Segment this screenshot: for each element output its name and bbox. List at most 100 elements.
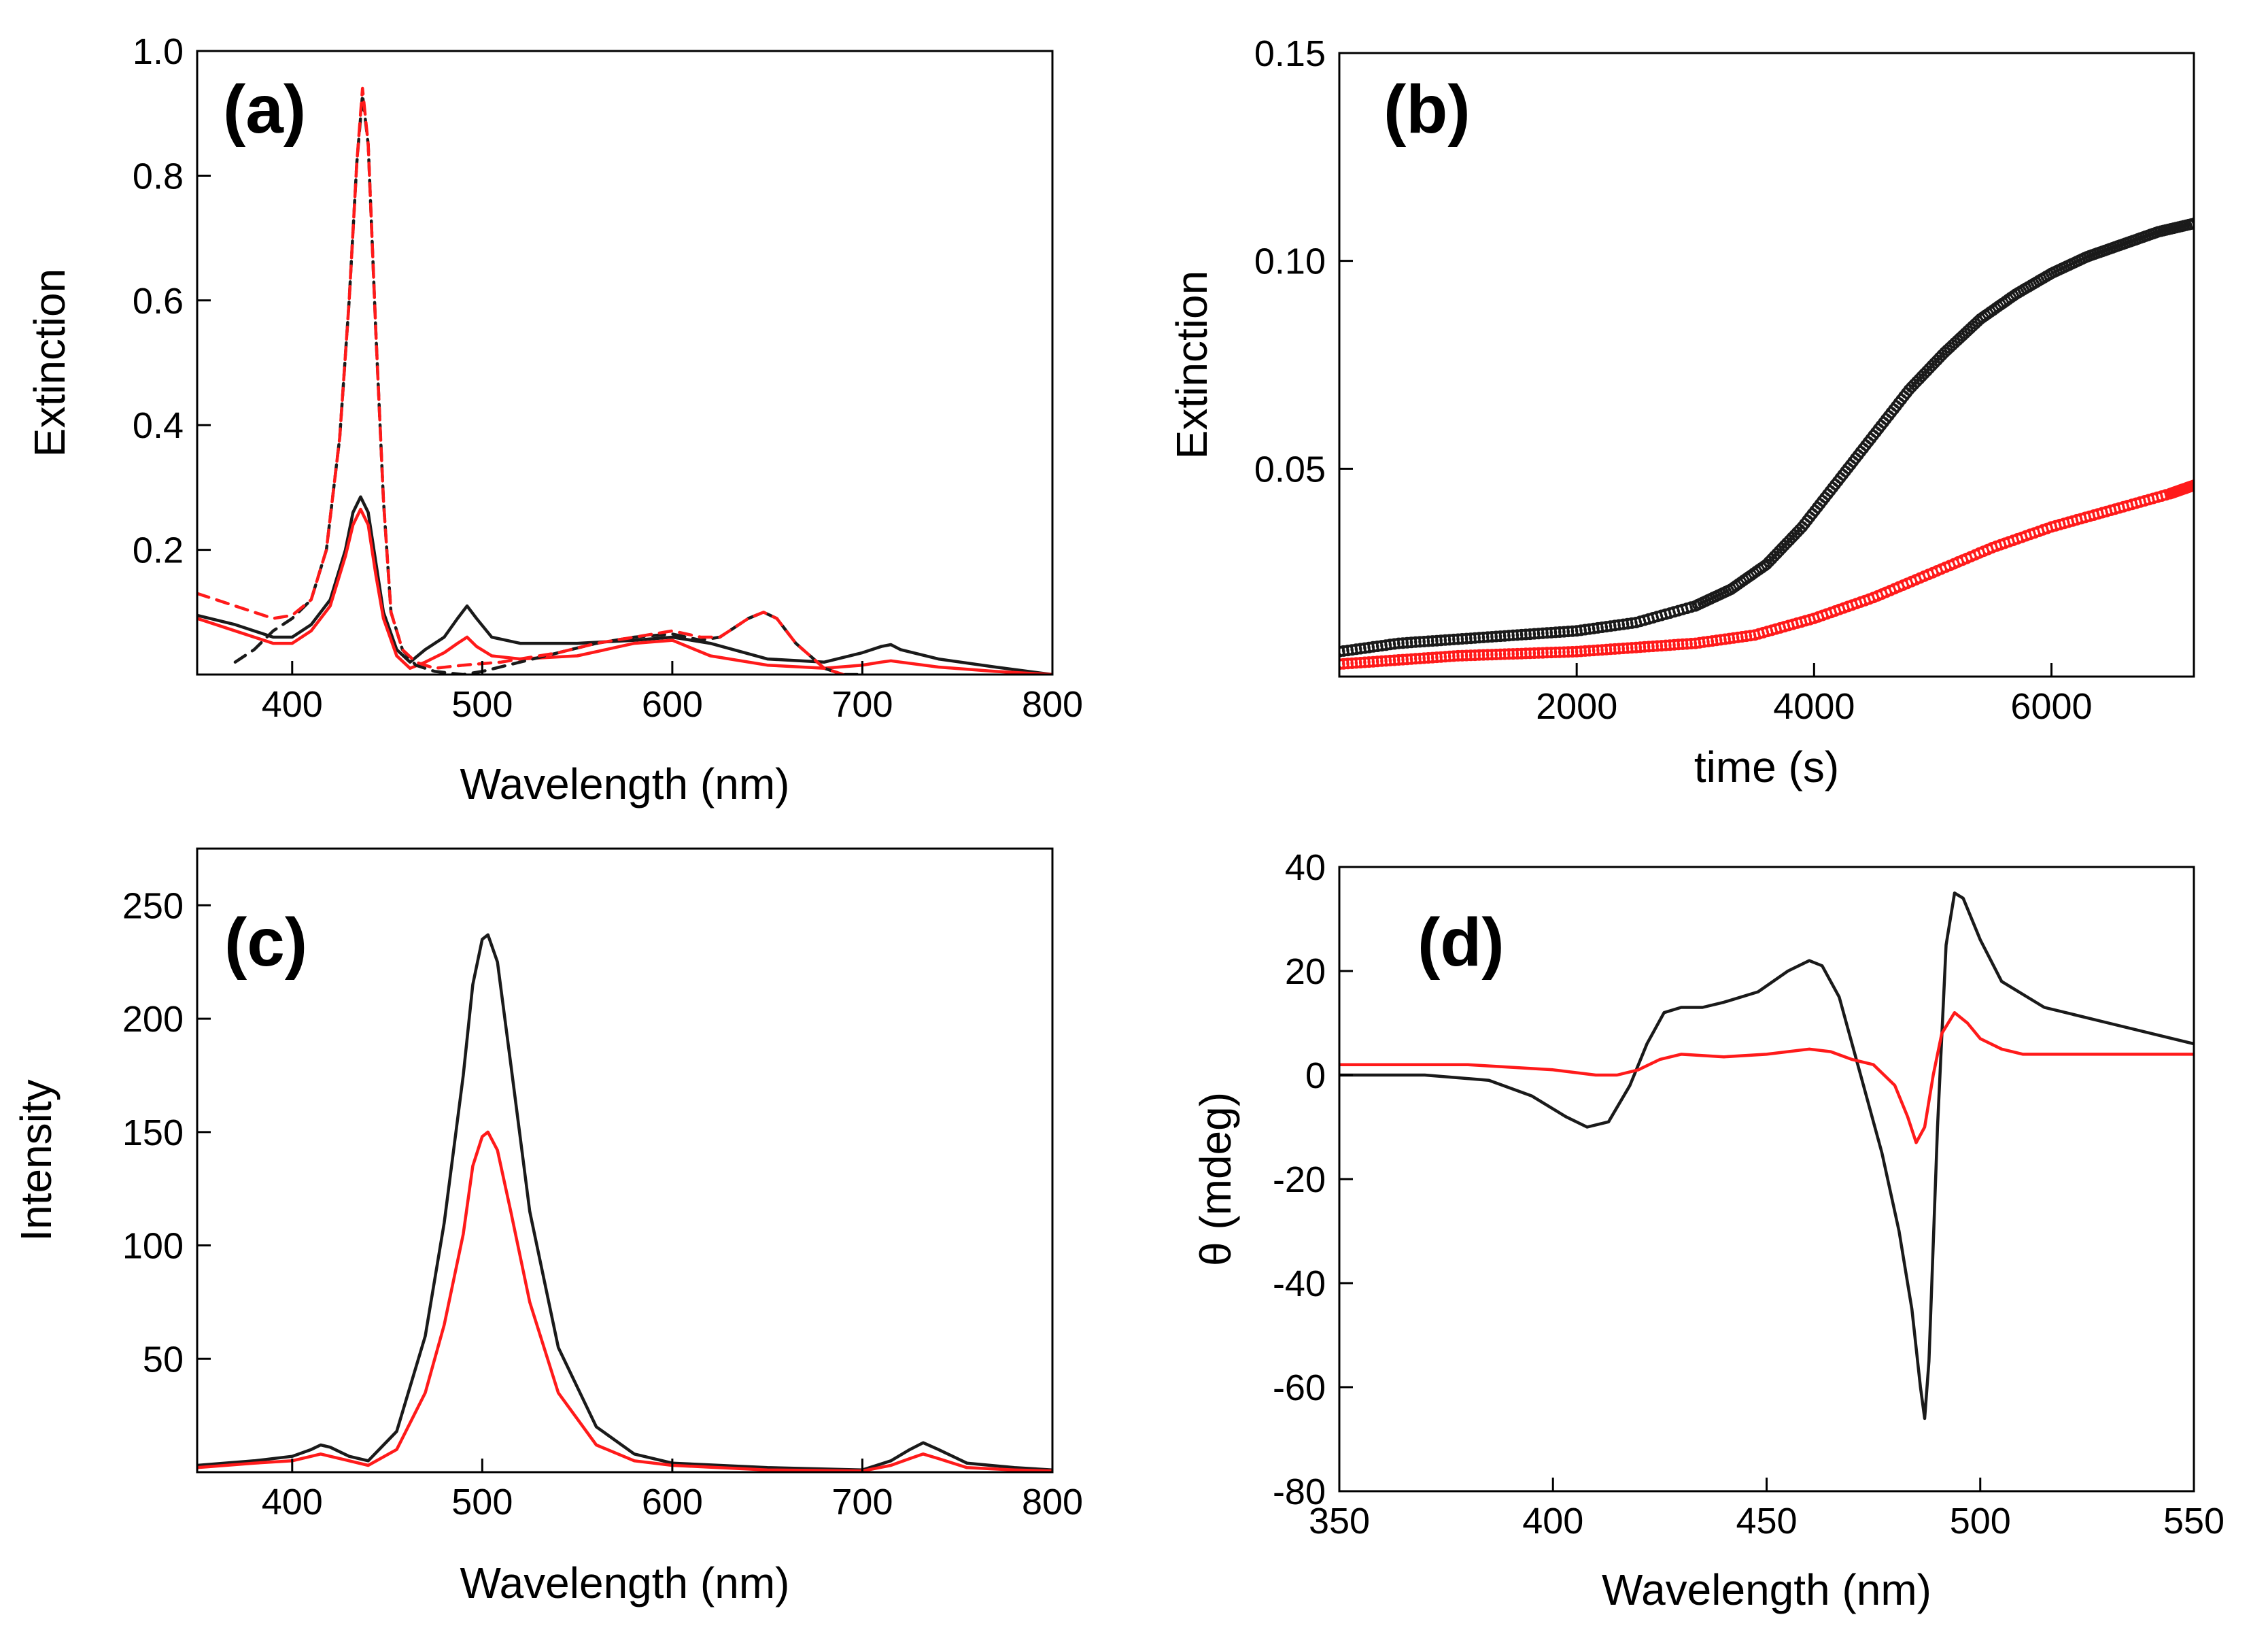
plot-frame [1338, 52, 2195, 678]
data-point [1511, 647, 1524, 660]
y-tick-label: 0.4 [133, 405, 184, 446]
data-point [1617, 643, 1630, 654]
data-point [1439, 634, 1451, 646]
data-point [1498, 630, 1511, 642]
data-point [1342, 658, 1354, 670]
data-point [1643, 641, 1655, 653]
x-tick-label: 500 [451, 684, 513, 725]
y-tick-label: -60 [1273, 1367, 1326, 1408]
x-axis-label: Wavelength (nm) [460, 1559, 790, 1607]
data-point [1354, 657, 1367, 668]
y-axis-label: Extinction [1167, 271, 1216, 459]
data-point [1545, 626, 1558, 639]
data-point [1558, 646, 1570, 658]
panel-label: (d) [1418, 904, 1505, 981]
chart-panel-d: 350 400 450 500 550 -80 -60 -40 -20 0 20 40 Waveleng… [1191, 847, 2224, 1614]
data-point [1486, 631, 1498, 643]
data-point [1473, 649, 1485, 661]
x-tick-label: 4000 [1773, 686, 1855, 727]
data-point [1414, 636, 1426, 648]
y-tick-label: 0.6 [133, 281, 184, 322]
y-tick-label: 0.10 [1254, 241, 1326, 282]
data-point [1375, 655, 1388, 667]
x-tick-label: 500 [451, 1482, 513, 1522]
series-red [1339, 479, 2194, 670]
x-tick-label: 800 [1022, 1482, 1083, 1522]
data-point [1426, 635, 1439, 647]
data-point [1532, 628, 1545, 640]
chart-panel-b: 2000 4000 6000 0.05 0.10 0.15 time (s) Extincti… [1167, 33, 2195, 792]
data-point [1439, 651, 1451, 663]
data-point [1414, 652, 1426, 664]
series-line-black-dashed [233, 92, 864, 675]
y-tick-label: -40 [1273, 1263, 1326, 1304]
x-tick-label: 600 [642, 1482, 703, 1522]
series-line-red-solid [197, 507, 1052, 675]
x-tick-label: 500 [1950, 1501, 2011, 1542]
y-tick-label: 40 [1285, 847, 1326, 888]
y-tick-label: 0.05 [1254, 449, 1326, 490]
series-line-black [1339, 891, 2194, 1420]
series-line-red-dashed [197, 86, 845, 675]
data-point [1498, 648, 1511, 660]
data-point [1655, 640, 1668, 652]
x-axis-label: Wavelength (nm) [460, 760, 790, 809]
y-tick-label: -80 [1273, 1471, 1326, 1512]
y-axis-label: Intensity [12, 1079, 61, 1241]
x-axis-label: Wavelength (nm) [1602, 1565, 1931, 1614]
y-axis-label: Extinction [25, 269, 74, 457]
chart-panel-a: 400 500 600 700 800 0.2 0.4 0.6 0.8 1.0 Wavelength… [25, 31, 1083, 809]
y-tick-label: 250 [122, 885, 184, 926]
data-point [1460, 632, 1473, 645]
data-point [1511, 629, 1524, 641]
data-point [1583, 645, 1596, 657]
data-point [1532, 647, 1545, 659]
chart-panel-c: 400 500 600 700 800 50 100 150 200 250 Wavelength … [12, 847, 1083, 1607]
y-tick-label: 50 [143, 1339, 184, 1380]
series-line-red [1339, 1010, 2194, 1144]
data-point [1401, 653, 1413, 666]
x-tick-label: 2000 [1536, 686, 1617, 727]
y-tick-label: 0.8 [133, 156, 184, 197]
y-tick-label: 200 [122, 999, 184, 1040]
x-tick-label: 800 [1022, 684, 1083, 725]
data-point [1426, 651, 1439, 664]
y-axis-label: θ (mdeg) [1191, 1092, 1240, 1266]
series-line-black [197, 933, 1052, 1471]
data-point [1388, 654, 1401, 666]
plot-frame [196, 50, 1054, 676]
series-line-black-solid [197, 495, 1052, 675]
y-tick-label: 20 [1285, 951, 1326, 992]
data-point [1545, 647, 1558, 659]
x-tick-label: 400 [262, 1482, 323, 1522]
data-point [1460, 649, 1473, 662]
data-point [1401, 636, 1413, 649]
data-point [2188, 479, 2194, 492]
x-tick-label: 400 [262, 684, 323, 725]
y-tick-label: 0 [1305, 1055, 1326, 1096]
y-tick-label: 100 [122, 1226, 184, 1267]
data-point [1473, 632, 1485, 644]
x-tick-label: 550 [2163, 1501, 2224, 1542]
x-axis-label: time (s) [1694, 743, 1839, 792]
data-point [1570, 645, 1583, 658]
data-point [1596, 644, 1609, 656]
data-point [1486, 649, 1498, 661]
y-tick-label: 1.0 [133, 31, 184, 72]
plot-frame [196, 847, 1054, 1474]
data-point [1558, 626, 1570, 638]
x-tick-label: 400 [1522, 1501, 1583, 1542]
x-tick-label: 450 [1736, 1501, 1797, 1542]
series-black [1339, 218, 2194, 658]
data-point [1668, 639, 1681, 651]
data-point [2188, 218, 2194, 230]
series-line-red [197, 1130, 1052, 1472]
y-tick-label: -20 [1273, 1159, 1326, 1200]
y-tick-label: 0.2 [133, 530, 184, 571]
x-tick-label: 350 [1309, 1501, 1370, 1542]
y-tick-label: 150 [122, 1112, 184, 1153]
y-tick-label: 0.15 [1254, 33, 1326, 74]
data-point [1630, 641, 1642, 653]
x-tick-label: 6000 [2010, 686, 2092, 727]
x-tick-label: 600 [642, 684, 703, 725]
